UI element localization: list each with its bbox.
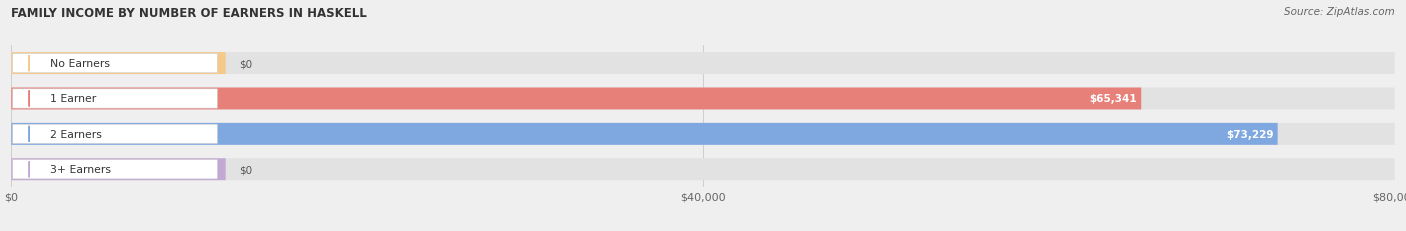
FancyBboxPatch shape	[13, 160, 218, 179]
FancyBboxPatch shape	[13, 89, 218, 109]
FancyBboxPatch shape	[11, 123, 1278, 145]
FancyBboxPatch shape	[11, 53, 1395, 75]
Text: $65,341: $65,341	[1090, 94, 1137, 104]
FancyBboxPatch shape	[11, 123, 1395, 145]
Text: $0: $0	[239, 164, 253, 174]
FancyBboxPatch shape	[11, 88, 1395, 110]
Text: No Earners: No Earners	[51, 59, 110, 69]
Text: 2 Earners: 2 Earners	[51, 129, 101, 139]
Text: $0: $0	[239, 59, 253, 69]
FancyBboxPatch shape	[11, 158, 226, 180]
Text: Source: ZipAtlas.com: Source: ZipAtlas.com	[1284, 7, 1395, 17]
Text: $73,229: $73,229	[1226, 129, 1274, 139]
Text: 1 Earner: 1 Earner	[51, 94, 96, 104]
FancyBboxPatch shape	[13, 125, 218, 144]
FancyBboxPatch shape	[11, 158, 1395, 180]
FancyBboxPatch shape	[11, 88, 1142, 110]
Text: FAMILY INCOME BY NUMBER OF EARNERS IN HASKELL: FAMILY INCOME BY NUMBER OF EARNERS IN HA…	[11, 7, 367, 20]
FancyBboxPatch shape	[11, 53, 226, 75]
FancyBboxPatch shape	[13, 54, 218, 73]
Text: 3+ Earners: 3+ Earners	[51, 164, 111, 174]
